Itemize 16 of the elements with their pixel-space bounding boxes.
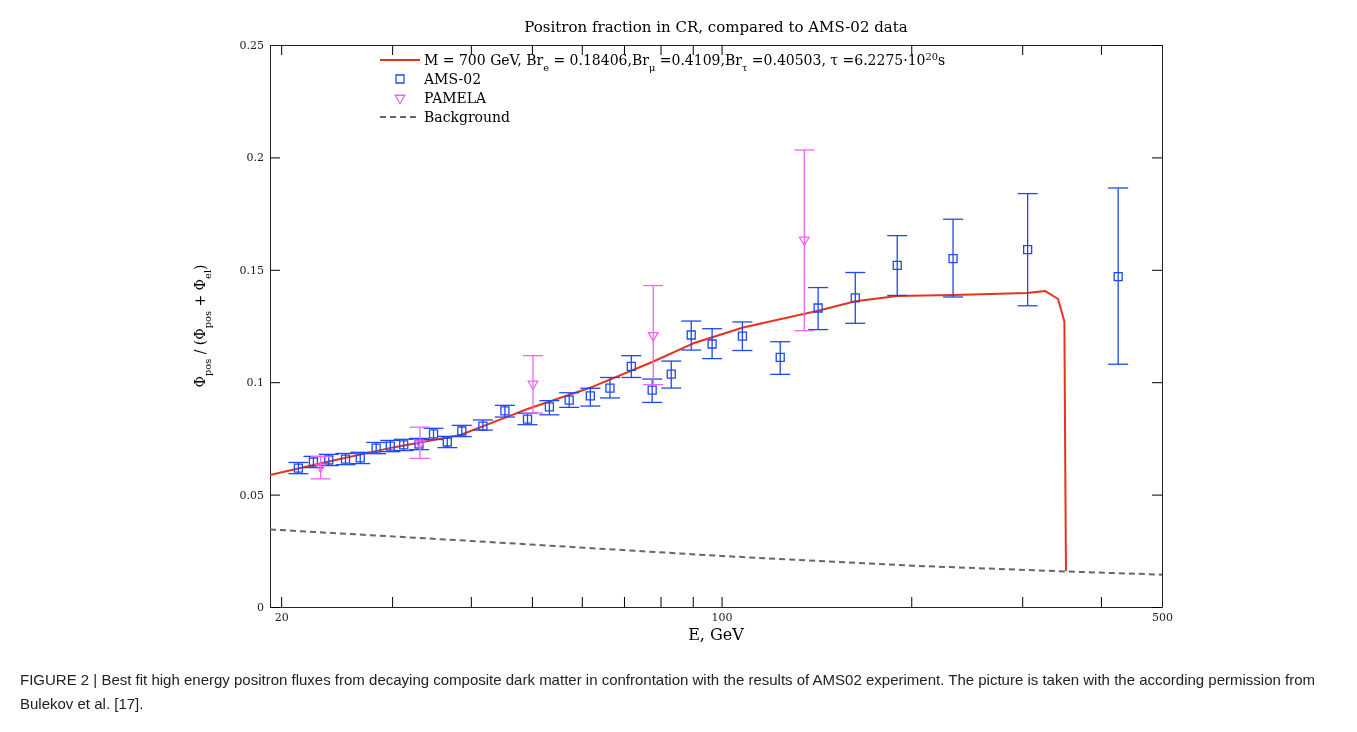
y-tick-label: 0 xyxy=(257,601,264,615)
y-tick-label: 0.15 xyxy=(239,263,264,277)
x-tick-label: 100 xyxy=(711,610,733,624)
x-tick-label: 20 xyxy=(274,610,289,624)
legend-label: AMS-02 xyxy=(423,71,482,87)
y-tick-label: 0.25 xyxy=(239,39,264,53)
chart-title: Positron fraction in CR, compared to AMS-02 data xyxy=(524,18,908,36)
legend-label: PAMELA xyxy=(424,90,488,106)
x-axis-title: E, GeV xyxy=(688,625,745,644)
x-tick-label: 500 xyxy=(1152,610,1173,624)
y-tick-label: 0.1 xyxy=(246,376,264,390)
text: M = 700 GeV, Br$_{e}$ = 0.18406,Br$_{μ}$ =0.4109,Br$_{τ}$ =0.40503, τ =6.2275·10$^{20}$s xyxy=(424,50,946,73)
caption: FIGURE 2 | Best fit high energy positron fluxes from decaying composite dark matter in confrontation with the results of AMS02 experiment. The picture is taken with the according permission from Bulekov et al. [17]. xyxy=(20,671,1316,712)
legend-label: Background xyxy=(424,109,511,125)
y-tick-label: 0.2 xyxy=(246,151,264,165)
y-tick-label: 0.05 xyxy=(239,488,264,502)
